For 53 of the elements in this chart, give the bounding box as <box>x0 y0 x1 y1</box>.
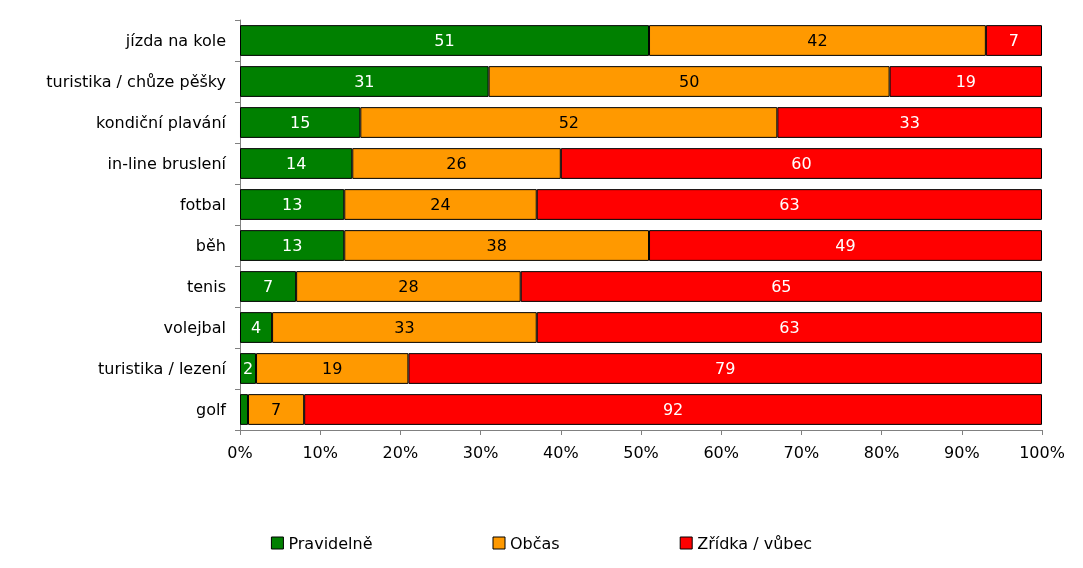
x-tick-label: 20% <box>382 442 419 462</box>
y-tick-label: kondiční plavání <box>96 113 227 132</box>
data-label: 4 <box>250 318 262 337</box>
x-tick-label: 40% <box>543 442 579 462</box>
y-tick-label: jízda na kole <box>124 31 226 50</box>
y-tick-label: volejbal <box>163 318 226 337</box>
legend-label: Zřídka / vůbec <box>697 533 813 553</box>
data-label: 49 <box>835 236 856 255</box>
x-tick-label: 90% <box>944 442 980 462</box>
data-label: 15 <box>289 113 311 132</box>
x-tick-label: 30% <box>462 442 499 462</box>
data-label: 52 <box>558 113 579 132</box>
legend-label: Pravidelně <box>288 533 373 553</box>
data-label: 26 <box>446 154 467 173</box>
data-label: 65 <box>771 277 792 296</box>
y-tick-label: běh <box>195 236 226 255</box>
data-label: 7 <box>262 277 274 296</box>
data-label: 60 <box>791 154 812 173</box>
data-label: 13 <box>281 195 303 214</box>
legend-label: Občas <box>510 533 560 553</box>
x-tick-label: 50% <box>623 442 659 462</box>
x-tick-label: 80% <box>863 442 900 462</box>
data-label: 38 <box>486 236 507 255</box>
data-label: 19 <box>955 72 976 91</box>
x-tick-label: 0% <box>227 442 253 462</box>
data-label: 31 <box>354 72 375 91</box>
data-label: 63 <box>779 318 800 337</box>
data-label: 7 <box>271 400 282 419</box>
data-label: 79 <box>715 359 736 378</box>
y-tick-label: tenis <box>186 277 226 296</box>
x-tick-label: 70% <box>783 442 820 462</box>
data-label: 51 <box>434 31 455 50</box>
data-label: 33 <box>899 113 920 132</box>
x-tick-label: 100% <box>1019 442 1065 462</box>
x-tick-label: 60% <box>703 442 739 462</box>
data-label: 63 <box>779 195 800 214</box>
data-label: 33 <box>394 318 415 337</box>
data-label: 24 <box>430 195 451 214</box>
data-label: 13 <box>281 236 303 255</box>
y-tick-label: turistika / lezení <box>98 359 227 378</box>
data-label: 14 <box>285 154 307 173</box>
y-tick-label: fotbal <box>179 195 226 214</box>
data-label: 50 <box>678 72 700 91</box>
data-label: 28 <box>398 277 419 296</box>
y-tick-label: turistika / chůze pěšky <box>46 72 226 91</box>
data-label: 19 <box>322 359 343 378</box>
data-label: 7 <box>1008 31 1020 50</box>
y-tick-label: in-line bruslení <box>107 154 227 173</box>
x-tick-label: 10% <box>302 442 338 462</box>
y-tick-label: golf <box>195 400 227 419</box>
data-label: 2 <box>242 359 254 378</box>
data-label: 92 <box>662 400 684 419</box>
data-label: 42 <box>807 31 828 50</box>
